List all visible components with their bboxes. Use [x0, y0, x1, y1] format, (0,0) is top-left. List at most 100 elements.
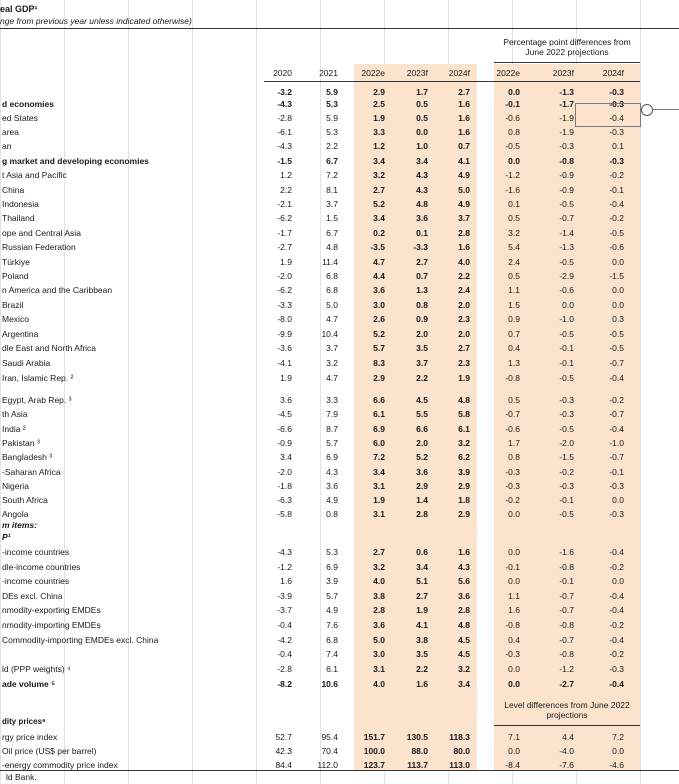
table-cell[interactable]: 0.1 — [612, 141, 624, 151]
table-cell[interactable]: -0.4 — [609, 635, 624, 645]
table-cell[interactable]: 1.8 — [458, 495, 470, 505]
table-cell[interactable]: -0.6 — [505, 424, 520, 434]
table-cell[interactable]: 4.5 — [458, 649, 470, 659]
table-cell[interactable]: 11.4 — [322, 257, 338, 267]
table-cell[interactable]: 4.3 — [458, 562, 470, 572]
table-cell[interactable]: -1.2 — [277, 562, 292, 572]
table-cell[interactable]: -3.9 — [277, 591, 292, 601]
table-cell[interactable]: -2.8 — [277, 113, 292, 123]
table-cell[interactable]: 1.6 — [508, 605, 520, 615]
table-cell[interactable]: -0.3 — [559, 409, 574, 419]
table-cell[interactable]: 0.4 — [508, 343, 520, 353]
table-cell[interactable]: 4.7 — [373, 257, 385, 267]
table-cell[interactable]: 5.3 — [326, 127, 338, 137]
table-cell[interactable]: 3.6 — [326, 481, 338, 491]
table-cell[interactable]: 5.9 — [326, 113, 338, 123]
table-cell[interactable]: 3.5 — [416, 343, 428, 353]
table-cell[interactable]: 0.7 — [508, 329, 520, 339]
table-cell[interactable]: -3.5 — [370, 242, 385, 252]
table-cell[interactable]: -0.2 — [609, 649, 624, 659]
table-cell[interactable]: -1.3 — [559, 87, 574, 97]
table-cell[interactable]: 1.6 — [416, 679, 428, 689]
table-cell[interactable]: 2.8 — [458, 605, 470, 615]
table-cell[interactable]: 4.9 — [458, 170, 470, 180]
table-cell[interactable]: 2.0 — [458, 329, 470, 339]
table-cell[interactable]: -0.3 — [609, 87, 624, 97]
table-cell[interactable]: 0.0 — [508, 576, 520, 586]
table-cell[interactable]: 0.0 — [562, 300, 574, 310]
table-cell[interactable]: -0.4 — [609, 113, 624, 123]
table-cell[interactable]: 6.0 — [373, 438, 385, 448]
table-cell[interactable]: 2.9 — [416, 481, 428, 491]
table-cell[interactable]: 2.0 — [458, 300, 470, 310]
table-cell[interactable]: 4.9 — [326, 605, 338, 615]
table-cell[interactable]: 4.8 — [416, 199, 428, 209]
table-cell[interactable]: -6.3 — [277, 495, 292, 505]
table-cell[interactable]: 1.5 — [508, 300, 520, 310]
table-cell[interactable]: -0.3 — [609, 99, 624, 109]
table-cell[interactable]: -0.4 — [609, 199, 624, 209]
table-cell[interactable]: 0.5 — [508, 395, 520, 405]
table-cell[interactable]: 3.2 — [458, 664, 470, 674]
table-cell[interactable]: 2.2 — [416, 373, 428, 383]
table-cell[interactable]: 2.8 — [416, 509, 428, 519]
table-cell[interactable]: 0.0 — [612, 300, 624, 310]
table-cell[interactable]: -0.3 — [505, 481, 520, 491]
table-cell[interactable]: 3.4 — [416, 562, 428, 572]
table-cell[interactable]: 0.5 — [416, 113, 428, 123]
table-cell[interactable]: 8.1 — [326, 185, 338, 195]
table-cell[interactable]: -2.0 — [277, 271, 292, 281]
table-cell[interactable]: 6.8 — [326, 285, 338, 295]
table-cell[interactable]: 0.0 — [612, 746, 624, 756]
table-cell[interactable]: 4.7 — [326, 373, 338, 383]
table-cell[interactable]: 5.0 — [373, 635, 385, 645]
table-cell[interactable]: 3.4 — [373, 156, 385, 166]
table-cell[interactable]: 4.8 — [458, 620, 470, 630]
cell-selection[interactable] — [575, 103, 641, 127]
table-cell[interactable]: 10.4 — [321, 329, 338, 339]
table-cell[interactable]: 3.4 — [373, 467, 385, 477]
table-cell[interactable]: 6.9 — [326, 452, 338, 462]
table-cell[interactable]: -0.5 — [505, 141, 520, 151]
table-cell[interactable]: -3.3 — [413, 242, 428, 252]
table-cell[interactable]: 0.5 — [416, 99, 428, 109]
table-cell[interactable]: 1.2 — [280, 170, 292, 180]
table-cell[interactable]: 7.1 — [508, 732, 520, 742]
table-cell[interactable]: -1.4 — [559, 228, 574, 238]
table-cell[interactable]: 0.9 — [416, 314, 428, 324]
table-cell[interactable]: 2.4 — [458, 285, 470, 295]
table-cell[interactable]: 3.6 — [416, 213, 428, 223]
table-cell[interactable]: 4.7 — [326, 314, 338, 324]
table-cell[interactable]: 6.1 — [458, 424, 470, 434]
table-cell[interactable]: -0.3 — [559, 481, 574, 491]
table-cell[interactable]: 6.7 — [326, 228, 338, 238]
table-cell[interactable]: -0.2 — [609, 562, 624, 572]
table-cell[interactable]: -0.3 — [609, 481, 624, 491]
table-cell[interactable]: 4.4 — [373, 271, 385, 281]
table-cell[interactable]: 5.3 — [326, 99, 338, 109]
table-cell[interactable]: 118.3 — [449, 732, 470, 742]
table-cell[interactable]: 2.7 — [458, 87, 470, 97]
table-cell[interactable]: -0.9 — [559, 170, 574, 180]
table-cell[interactable]: 8.7 — [326, 424, 338, 434]
table-cell[interactable]: 6.1 — [373, 409, 385, 419]
table-cell[interactable]: -0.8 — [559, 620, 574, 630]
table-cell[interactable]: 4.3 — [416, 185, 428, 195]
table-cell[interactable]: 2.9 — [458, 509, 470, 519]
table-cell[interactable]: 6.9 — [373, 424, 385, 434]
table-cell[interactable]: 113.0 — [449, 760, 470, 770]
table-cell[interactable]: -7.6 — [559, 760, 574, 770]
table-cell[interactable]: 5.6 — [458, 576, 470, 586]
table-cell[interactable]: 0.4 — [508, 635, 520, 645]
table-cell[interactable]: 1.9 — [373, 113, 385, 123]
table-cell[interactable]: 4.0 — [373, 576, 385, 586]
table-cell[interactable]: 2.0 — [416, 329, 428, 339]
table-cell[interactable]: 4.4 — [562, 732, 574, 742]
table-cell[interactable]: 3.6 — [416, 467, 428, 477]
table-cell[interactable]: -0.1 — [559, 343, 574, 353]
table-cell[interactable]: 2.9 — [373, 373, 385, 383]
resize-handle[interactable] — [641, 104, 653, 116]
table-cell[interactable]: -0.7 — [559, 605, 574, 615]
table-cell[interactable]: 1.3 — [508, 358, 520, 368]
table-cell[interactable]: -2.7 — [559, 679, 574, 689]
